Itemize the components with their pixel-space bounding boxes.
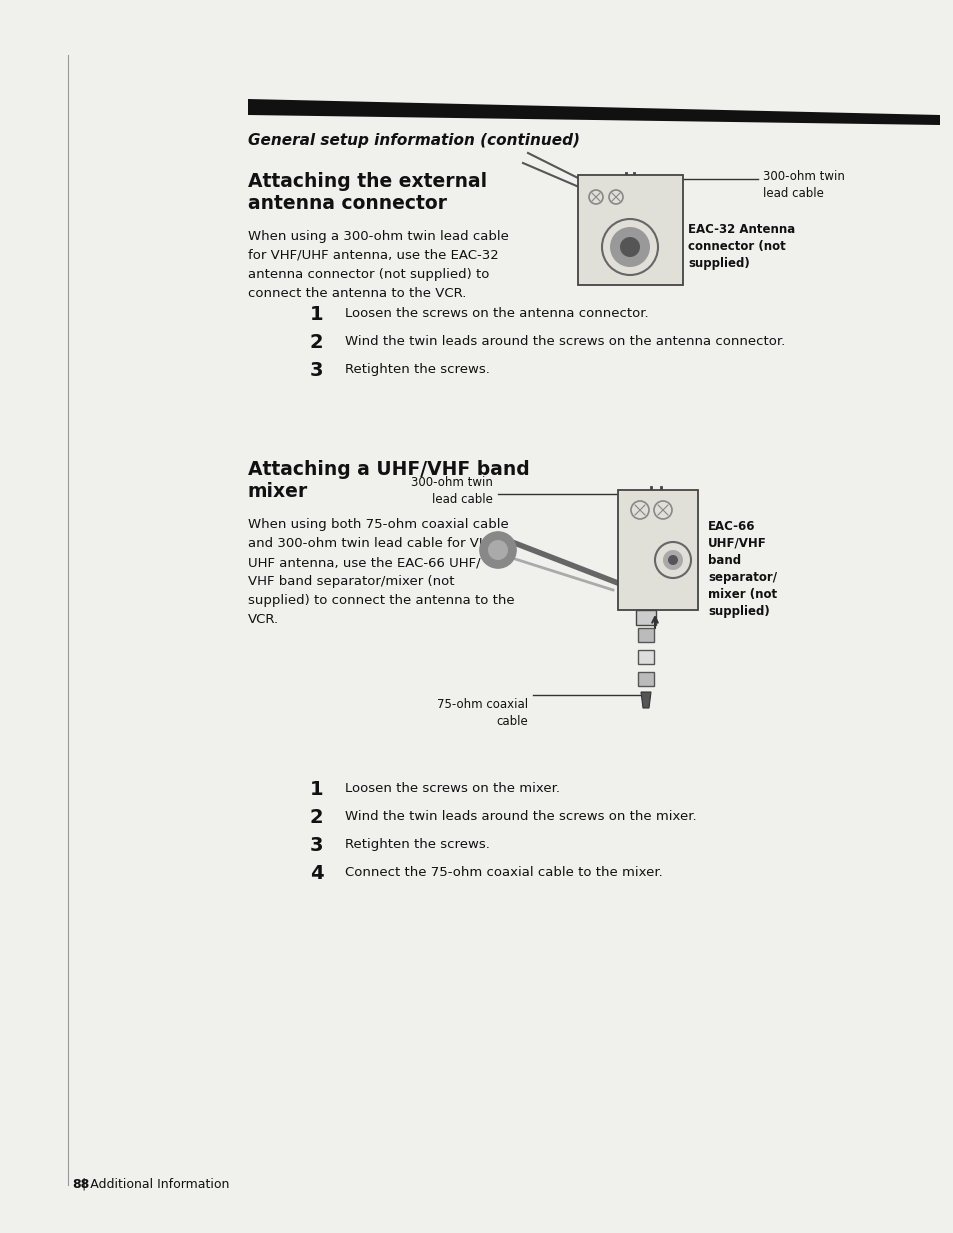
Text: Wind the twin leads around the screws on the mixer.: Wind the twin leads around the screws on…	[345, 810, 696, 822]
Text: 88: 88	[71, 1178, 90, 1191]
Text: Wind the twin leads around the screws on the antenna connector.: Wind the twin leads around the screws on…	[345, 335, 784, 348]
Circle shape	[609, 227, 649, 268]
FancyBboxPatch shape	[638, 628, 654, 642]
Text: Attaching a UHF/VHF band: Attaching a UHF/VHF band	[248, 460, 529, 478]
Text: Retighten the screws.: Retighten the screws.	[345, 363, 489, 376]
Text: EAC-66
UHF/VHF
band
separator/
mixer (not
supplied): EAC-66 UHF/VHF band separator/ mixer (no…	[707, 520, 777, 618]
Text: 4: 4	[310, 864, 323, 883]
Text: Attaching the external: Attaching the external	[248, 171, 487, 191]
Text: | Additional Information: | Additional Information	[82, 1178, 229, 1191]
FancyBboxPatch shape	[578, 175, 682, 285]
Text: 3: 3	[310, 836, 323, 854]
FancyBboxPatch shape	[638, 672, 654, 686]
Text: When using both 75-ohm coaxial cable
and 300-ohm twin lead cable for VHF/
UHF an: When using both 75-ohm coaxial cable and…	[248, 518, 514, 626]
Text: 1: 1	[310, 305, 323, 324]
Text: Loosen the screws on the antenna connector.: Loosen the screws on the antenna connect…	[345, 307, 648, 321]
Circle shape	[488, 540, 507, 560]
Text: 75-ohm coaxial
cable: 75-ohm coaxial cable	[436, 698, 527, 727]
Polygon shape	[248, 99, 939, 125]
FancyBboxPatch shape	[638, 650, 654, 665]
Text: When using a 300-ohm twin lead cable
for VHF/UHF antenna, use the EAC-32
antenna: When using a 300-ohm twin lead cable for…	[248, 231, 508, 300]
Text: Loosen the screws on the mixer.: Loosen the screws on the mixer.	[345, 782, 559, 795]
Circle shape	[619, 237, 639, 256]
Text: General setup information (continued): General setup information (continued)	[248, 133, 579, 148]
Text: 300-ohm twin
lead cable: 300-ohm twin lead cable	[411, 476, 493, 506]
Text: Connect the 75-ohm coaxial cable to the mixer.: Connect the 75-ohm coaxial cable to the …	[345, 866, 662, 879]
Circle shape	[667, 555, 678, 565]
Text: 300-ohm twin
lead cable: 300-ohm twin lead cable	[762, 170, 844, 200]
Text: 3: 3	[310, 361, 323, 380]
Circle shape	[662, 550, 682, 570]
Text: antenna connector: antenna connector	[248, 194, 447, 213]
Text: EAC-32 Antenna
connector (not
supplied): EAC-32 Antenna connector (not supplied)	[687, 223, 795, 270]
FancyBboxPatch shape	[636, 610, 656, 625]
Text: 2: 2	[310, 333, 323, 351]
Text: Retighten the screws.: Retighten the screws.	[345, 838, 489, 851]
Polygon shape	[640, 692, 650, 708]
Text: 1: 1	[310, 780, 323, 799]
FancyBboxPatch shape	[618, 490, 698, 610]
Circle shape	[479, 531, 516, 568]
Text: mixer: mixer	[248, 482, 308, 501]
Text: 2: 2	[310, 808, 323, 827]
